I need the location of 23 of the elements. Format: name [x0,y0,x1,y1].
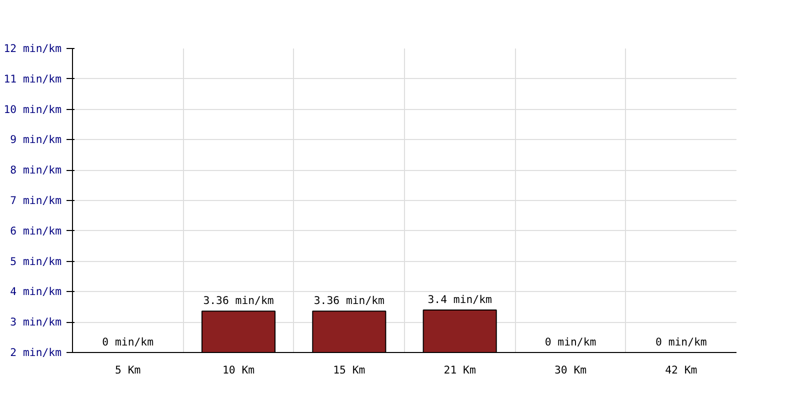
text: 0 min/km [544,336,596,348]
y-tick-label: 2 min/km [10,346,62,359]
data-label: 3.36 min/km [203,294,274,308]
y-tick-label: 4 min/km [10,285,62,298]
y-tick-label: 12 min/km [4,42,62,55]
y-tick-label: 10 min/km [4,102,62,116]
x-tick-label: 42 Km [665,364,698,376]
x-tick-label: 5 Km [115,364,141,376]
y-tick-label: 3 min/km [10,316,62,329]
x-tick-label: 15 Km [333,364,366,376]
data-label: 3.36 min/km [314,294,384,308]
text: 0 min/km [102,336,154,348]
y-tick-label: 5 min/km [10,254,62,268]
x-tick-label: 10 Km [222,364,255,376]
text: 0 min/km [656,336,707,348]
x-tick-label: 30 Km [554,364,587,376]
x-tick-label: 21 Km [444,364,476,376]
y-tick-label: 6 min/km [10,224,62,238]
y-tick-label: 7 min/km [10,194,62,207]
y-tick-label: 11 min/km [4,72,62,86]
y-tick-label: 9 min/km [10,133,62,146]
data-label: 3.4 min/km [428,292,492,306]
y-tick-label: 8 min/km [10,164,62,177]
